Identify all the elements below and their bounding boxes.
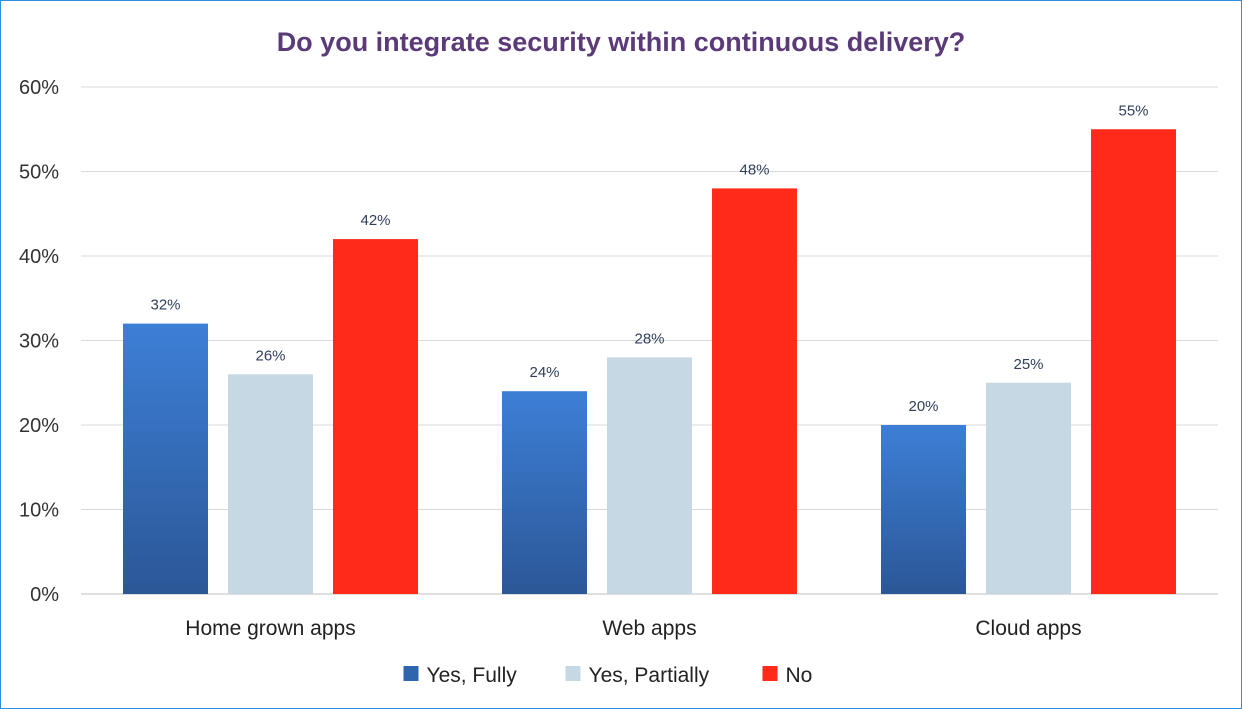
chart-title: Do you integrate security within continu… bbox=[277, 27, 966, 57]
data-label: 32% bbox=[150, 297, 180, 314]
x-category-label: Cloud apps bbox=[975, 617, 1081, 640]
x-axis-categories: Home grown apps Web apps Cloud apps bbox=[185, 617, 1081, 640]
data-label: 25% bbox=[1013, 356, 1043, 373]
data-label: 55% bbox=[1118, 102, 1148, 119]
data-label: 24% bbox=[529, 364, 559, 381]
legend-swatch bbox=[762, 666, 778, 681]
data-labels: 32% 26% 42% 24% 28% 48% 20% 25% 55% bbox=[150, 102, 1148, 415]
y-tick-label: 60% bbox=[19, 77, 59, 99]
legend: Yes, Fully Yes, Partially No bbox=[403, 664, 813, 687]
y-tick-label: 20% bbox=[19, 415, 59, 437]
bar-yes-partially-0 bbox=[228, 374, 313, 594]
bar-yes-fully-2 bbox=[881, 425, 966, 594]
data-label: 48% bbox=[739, 161, 769, 178]
bar-yes-partially-1 bbox=[607, 357, 692, 594]
legend-label: Yes, Partially bbox=[589, 664, 710, 687]
data-label: 28% bbox=[634, 330, 664, 347]
bar-yes-partially-2 bbox=[986, 382, 1071, 594]
legend-swatch bbox=[565, 666, 581, 681]
data-label: 26% bbox=[255, 347, 285, 364]
y-tick-label: 30% bbox=[19, 331, 59, 353]
y-axis-ticks: 0% 10% 20% 30% 40% 50% 60% bbox=[19, 77, 59, 606]
y-tick-label: 40% bbox=[19, 246, 59, 268]
bar-yes-fully-0 bbox=[123, 323, 208, 594]
legend-swatch bbox=[403, 666, 419, 681]
bar-no-1 bbox=[712, 188, 797, 594]
bar-no-2 bbox=[1091, 129, 1176, 594]
bar-yes-fully-1 bbox=[502, 391, 587, 594]
legend-label: No bbox=[786, 664, 813, 687]
y-tick-label: 50% bbox=[19, 162, 59, 184]
x-category-label: Web apps bbox=[602, 617, 696, 640]
bar-no-0 bbox=[333, 239, 418, 594]
bars bbox=[123, 129, 1176, 594]
y-tick-label: 0% bbox=[30, 584, 59, 606]
legend-label: Yes, Fully bbox=[427, 664, 518, 687]
data-label: 42% bbox=[360, 212, 390, 229]
y-tick-label: 10% bbox=[19, 500, 59, 522]
data-label: 20% bbox=[908, 398, 938, 415]
x-category-label: Home grown apps bbox=[185, 617, 355, 640]
